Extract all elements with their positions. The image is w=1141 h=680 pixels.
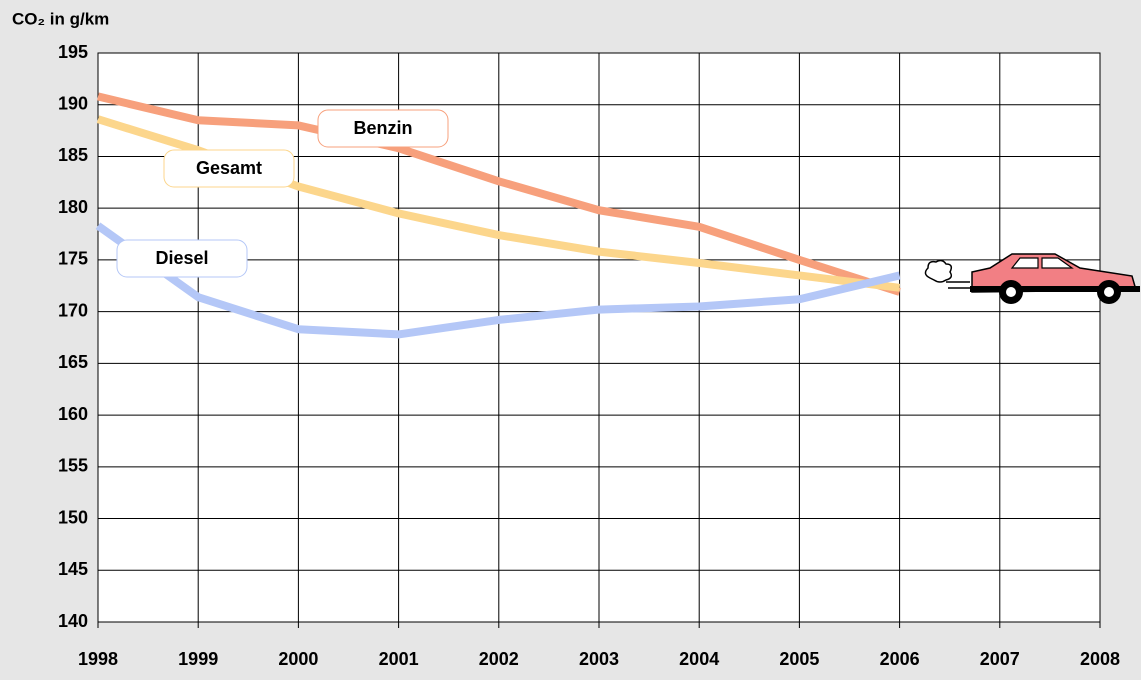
y-tick-label: 185 xyxy=(58,145,88,165)
y-tick-label: 150 xyxy=(58,507,88,527)
x-tick-label: 2003 xyxy=(579,649,619,669)
y-tick-label: 195 xyxy=(58,42,88,62)
x-tick-label: 2001 xyxy=(379,649,419,669)
x-tick-label: 2005 xyxy=(779,649,819,669)
y-tick-label: 190 xyxy=(58,93,88,113)
x-tick-label: 2000 xyxy=(278,649,318,669)
y-tick-label: 170 xyxy=(58,300,88,320)
y-tick-label: 160 xyxy=(58,404,88,424)
legend-label: Diesel xyxy=(155,248,208,268)
y-tick-label: 145 xyxy=(58,559,88,579)
x-tick-label: 2004 xyxy=(679,649,719,669)
y-tick-label: 140 xyxy=(58,611,88,631)
x-tick-label: 2006 xyxy=(880,649,920,669)
x-tick-label: 1998 xyxy=(78,649,118,669)
y-tick-label: 180 xyxy=(58,197,88,217)
x-tick-label: 2007 xyxy=(980,649,1020,669)
legend-label: Gesamt xyxy=(196,158,262,178)
chart: CO₂ in g/km 140 145 150 155 160 165 170 175 180 1… xyxy=(0,0,1141,675)
y-tick-label: 155 xyxy=(58,456,88,476)
y-axis-label: CO₂ in g/km xyxy=(12,9,109,28)
y-tick-label: 175 xyxy=(58,249,88,269)
y-tick-label: 165 xyxy=(58,352,88,372)
x-tick-label: 2002 xyxy=(479,649,519,669)
x-tick-label: 1999 xyxy=(178,649,218,669)
legend-label: Benzin xyxy=(353,118,412,138)
x-tick-label: 2008 xyxy=(1080,649,1120,669)
